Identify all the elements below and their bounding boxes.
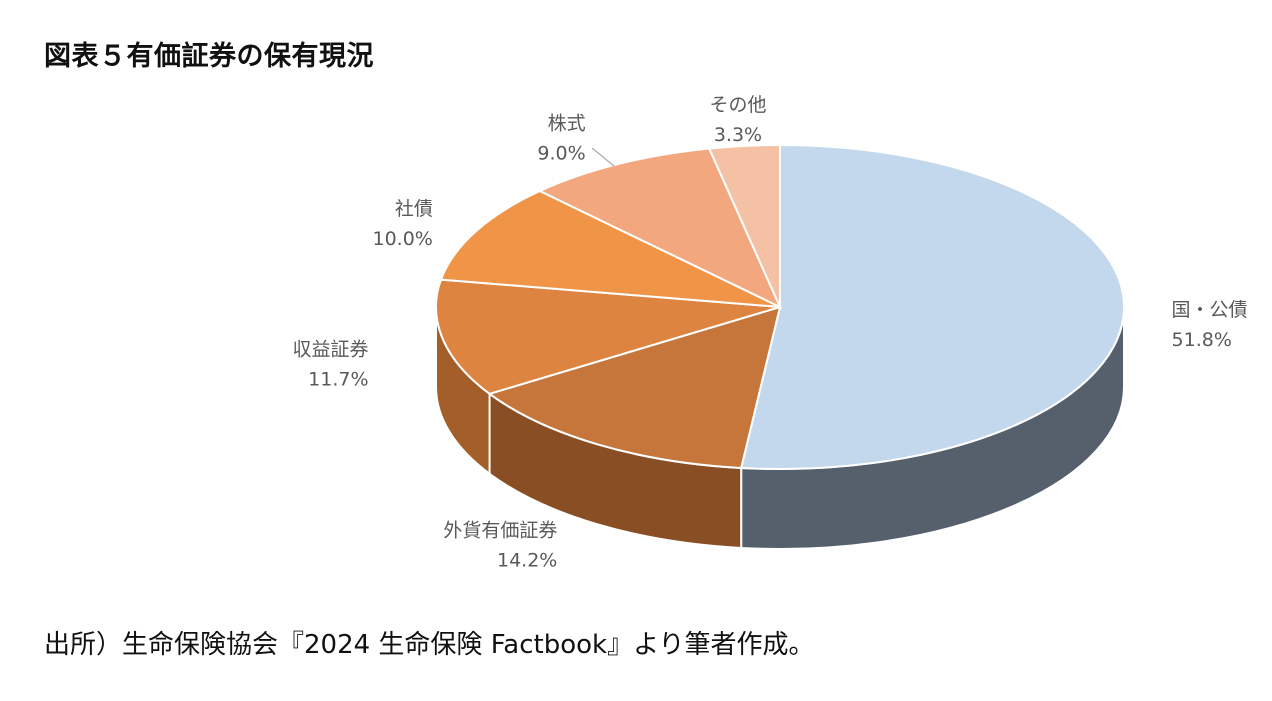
slice-foreign-securities-value-label: 14.2%: [497, 549, 557, 571]
slice-other-category-label: その他: [709, 94, 766, 116]
stocks-leader-line: [591, 147, 615, 167]
slice-stocks-value-label: 9.0%: [537, 142, 585, 164]
slice-corporate-bonds-category-label: 社債: [395, 198, 433, 220]
slice-corporate-bonds-value-label: 10.0%: [372, 228, 432, 250]
slice-foreign-securities: [487, 305, 782, 470]
slice-other: [707, 143, 781, 308]
slice-gov-bonds-value-label: 51.8%: [1172, 329, 1232, 351]
source-note: 出所）生命保険協会『2024 生命保険 Factbook』より筆者作成。: [44, 630, 815, 660]
slice-investment-trusts: [435, 278, 781, 395]
pie-labels: 国・公債 51.8% 外貨有価証券 14.2% 収益証券 11.7% 社債 10.0% 株式 9.…: [292, 94, 1247, 571]
pie-side-walls: [435, 306, 1125, 550]
slice-corporate-bonds: [439, 189, 781, 308]
slice-investment-trusts-category-label: 収益証券: [292, 339, 368, 361]
slice-other-value-label: 3.3%: [714, 124, 762, 146]
chart-title: 図表５有価証券の保有現況: [44, 41, 374, 72]
slice-gov-bonds-category-label: 国・公債: [1172, 299, 1248, 321]
slice-stocks: [537, 147, 783, 310]
slice-foreign-securities-category-label: 外貨有価証券: [443, 519, 557, 541]
slice-investment-trusts-value-label: 11.7%: [308, 369, 368, 391]
slice-gov-bonds: [739, 143, 1125, 470]
pie-top-slices: [435, 143, 1125, 470]
slice-stocks-category-label: 株式: [548, 112, 586, 134]
